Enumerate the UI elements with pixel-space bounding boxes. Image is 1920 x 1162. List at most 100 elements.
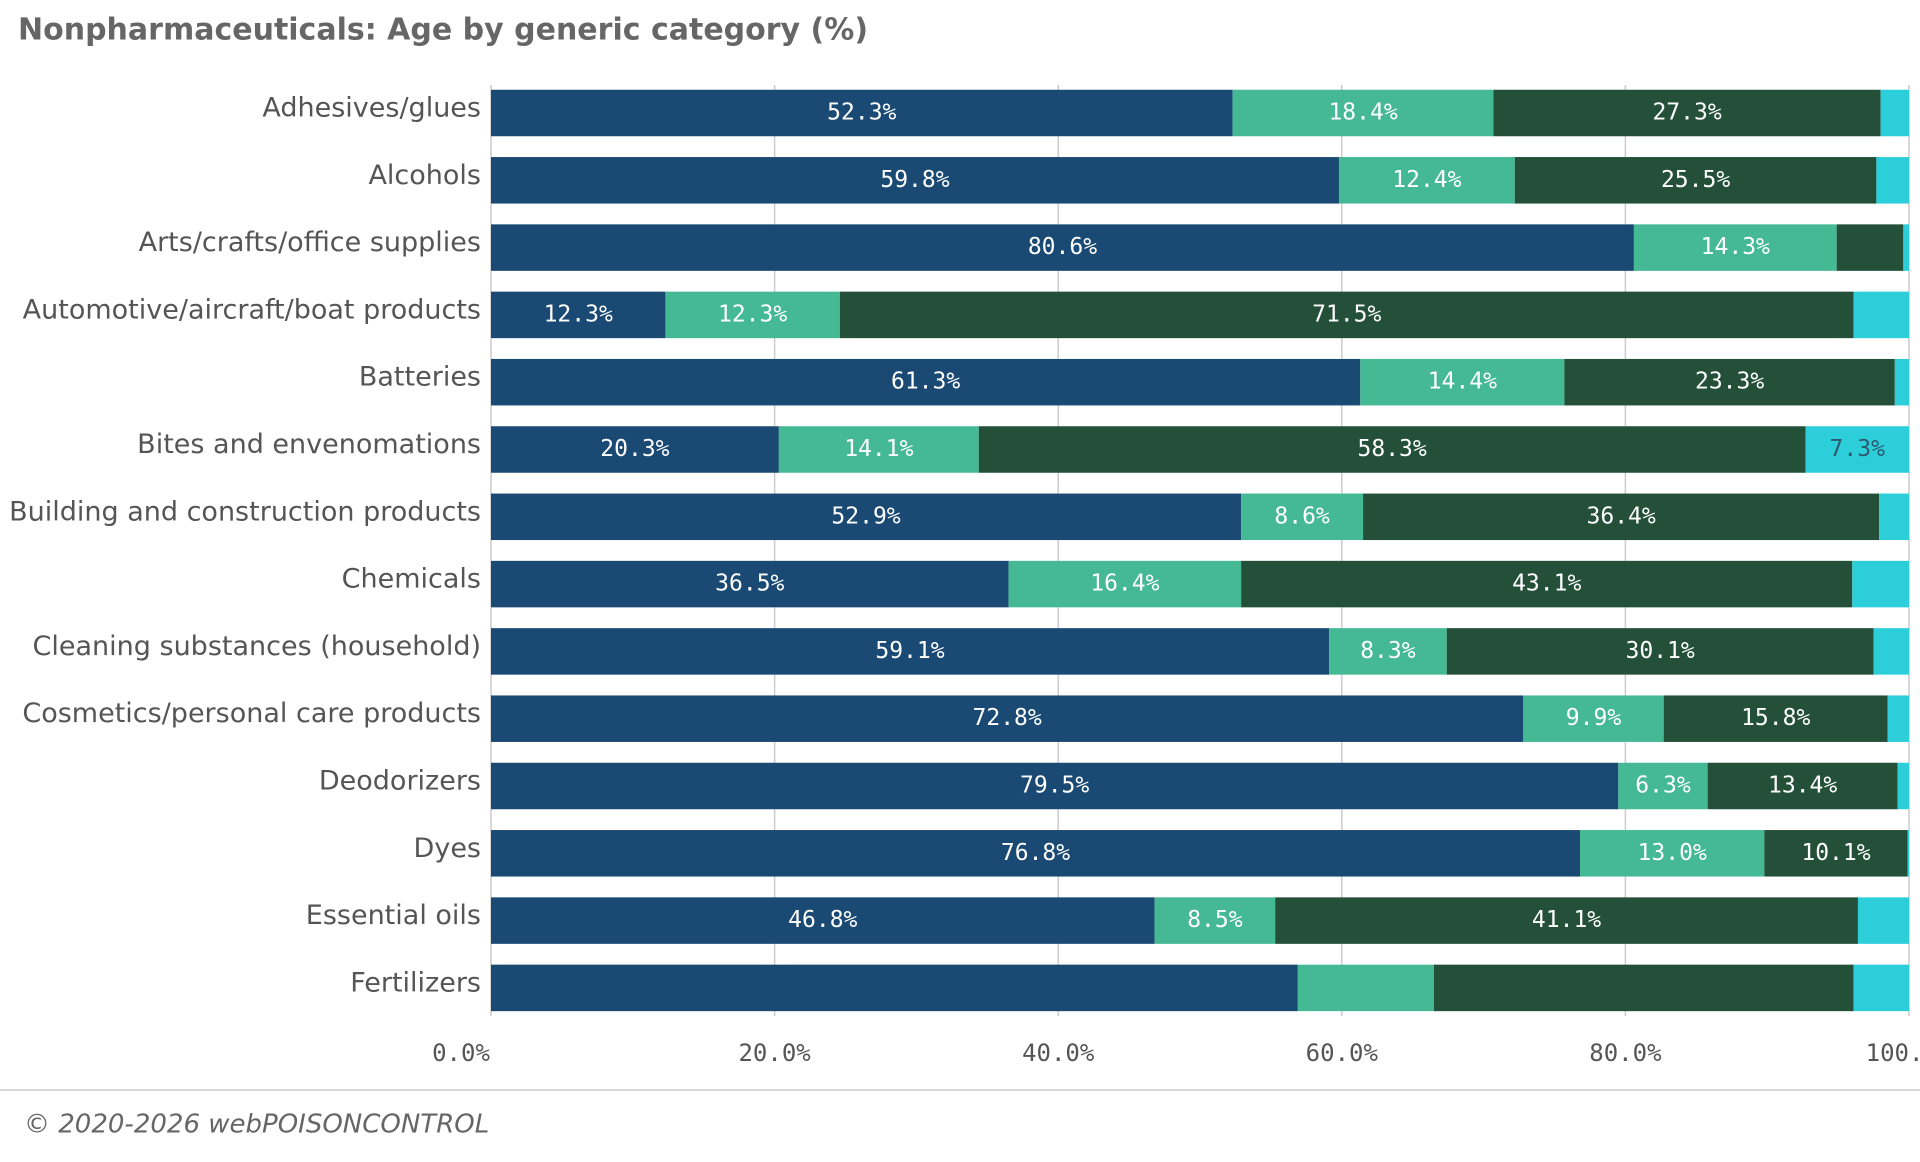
bar-segment [1663, 695, 1888, 742]
value-label: 6.3% [1635, 773, 1691, 799]
value-label: 43.1% [1512, 571, 1581, 597]
bar-segment [491, 426, 779, 473]
y-tick-label: Alcohols [368, 160, 481, 191]
value-label: 14.3% [1701, 234, 1770, 260]
value-label: 46.8% [788, 907, 857, 933]
bar-segment [1433, 964, 1854, 1012]
bar-segment [1903, 224, 1909, 271]
bar-segment [1493, 89, 1881, 137]
x-tick-label: 80.0% [1589, 1039, 1662, 1067]
bar-segment [665, 291, 840, 339]
value-label: 8.3% [1360, 638, 1416, 664]
bar-segment [1275, 897, 1858, 944]
value-label: 15.8% [1741, 705, 1810, 731]
y-tick-label: Essential oils [306, 900, 481, 931]
bar-segment [1360, 358, 1565, 406]
y-tick-label: Dyes [414, 833, 481, 864]
bar-segment [1857, 897, 1909, 944]
bar-segment [1876, 157, 1909, 204]
y-tick-label: Deodorizers [319, 766, 481, 797]
bar-segment [491, 157, 1339, 204]
bar-segment [1805, 426, 1909, 473]
bar-segment [1580, 830, 1765, 877]
bar-segment [1852, 560, 1909, 608]
value-label: 10.1% [1801, 840, 1870, 866]
value-label: 71.5% [1312, 301, 1381, 327]
bar-segment [491, 964, 1298, 1012]
value-label: 13.4% [1768, 773, 1837, 799]
value-label: 61.3% [891, 369, 960, 395]
value-label: 58.3% [1358, 436, 1427, 462]
bar-segment [778, 426, 979, 473]
y-tick-label: Fertilizers [350, 967, 481, 998]
value-label: 76.8% [1001, 840, 1070, 866]
value-label: 16.4% [1090, 571, 1159, 597]
y-tick-label: Automotive/aircraft/boat products [23, 294, 481, 325]
value-label: 9.9% [1566, 705, 1622, 731]
value-label: 14.1% [844, 436, 913, 462]
bar-segment [491, 224, 1634, 271]
bar-segment [1897, 762, 1909, 810]
bar-segment [1853, 291, 1909, 339]
value-label: 20.3% [600, 436, 669, 462]
bar-segment [1154, 897, 1276, 944]
x-tick-label: 20.0% [738, 1039, 811, 1067]
y-tick-label: Adhesives/glues [262, 93, 481, 124]
value-label: 12.3% [544, 301, 613, 327]
bar-segment [491, 695, 1524, 742]
bar-segment [491, 291, 666, 339]
footer: © 2020-2026 webPOISONCONTROL [24, 1110, 489, 1140]
bar-segment [1836, 224, 1904, 271]
bar-segment [978, 426, 1806, 473]
value-label: 25.5% [1661, 167, 1730, 193]
bar-segment [1446, 628, 1874, 675]
bar-segment [1764, 830, 1908, 877]
bar-segment [491, 830, 1581, 877]
value-label: 12.3% [718, 301, 787, 327]
bar-segment [1873, 628, 1909, 675]
value-label: 80.6% [1028, 234, 1097, 260]
value-label: 52.9% [831, 503, 900, 529]
y-tick-label: Batteries [359, 362, 481, 393]
value-label: 23.3% [1695, 369, 1764, 395]
value-label: 41.1% [1532, 907, 1601, 933]
bar-segment [491, 358, 1361, 406]
value-label: 36.5% [715, 571, 784, 597]
bar-segment [491, 560, 1009, 608]
bar-segment [1564, 358, 1895, 406]
value-label: 79.5% [1020, 773, 1089, 799]
bar-segment [1894, 358, 1909, 406]
bar-segment [1363, 493, 1880, 541]
bar-segment [1241, 560, 1853, 608]
value-label: 59.1% [875, 638, 944, 664]
bar-segment [1887, 695, 1909, 742]
bar-segment [1707, 762, 1898, 810]
y-tick-label: Building and construction products [9, 496, 481, 527]
y-tick-label: Arts/crafts/office supplies [139, 227, 481, 258]
y-tick-label: Chemicals [342, 564, 481, 595]
bar-segment [1879, 493, 1909, 541]
bar-segment [491, 493, 1242, 541]
bar-segment [839, 291, 1854, 339]
bar-segment [1241, 493, 1364, 541]
value-label: 59.8% [880, 167, 949, 193]
bar-segment [1297, 964, 1434, 1012]
chart-title: Nonpharmaceuticals: Age by generic categ… [18, 13, 868, 48]
value-label: 7.3% [1830, 436, 1886, 462]
value-label: 30.1% [1626, 638, 1695, 664]
y-tick-label: Cosmetics/personal care products [22, 698, 481, 729]
value-label: 27.3% [1652, 100, 1721, 126]
x-tick-label: 60.0% [1306, 1039, 1379, 1067]
bar-segment [1853, 964, 1909, 1012]
value-label: 8.6% [1274, 503, 1330, 529]
bar-segment [1514, 157, 1877, 204]
bar-segment [1523, 695, 1664, 742]
bar-segment [491, 762, 1619, 810]
value-label: 72.8% [973, 705, 1042, 731]
value-label: 13.0% [1638, 840, 1707, 866]
value-label: 52.3% [827, 100, 896, 126]
x-tick-label: 100.0% [1866, 1039, 1920, 1067]
value-label: 12.4% [1392, 167, 1461, 193]
y-tick-label: Bites and envenomations [137, 429, 481, 460]
